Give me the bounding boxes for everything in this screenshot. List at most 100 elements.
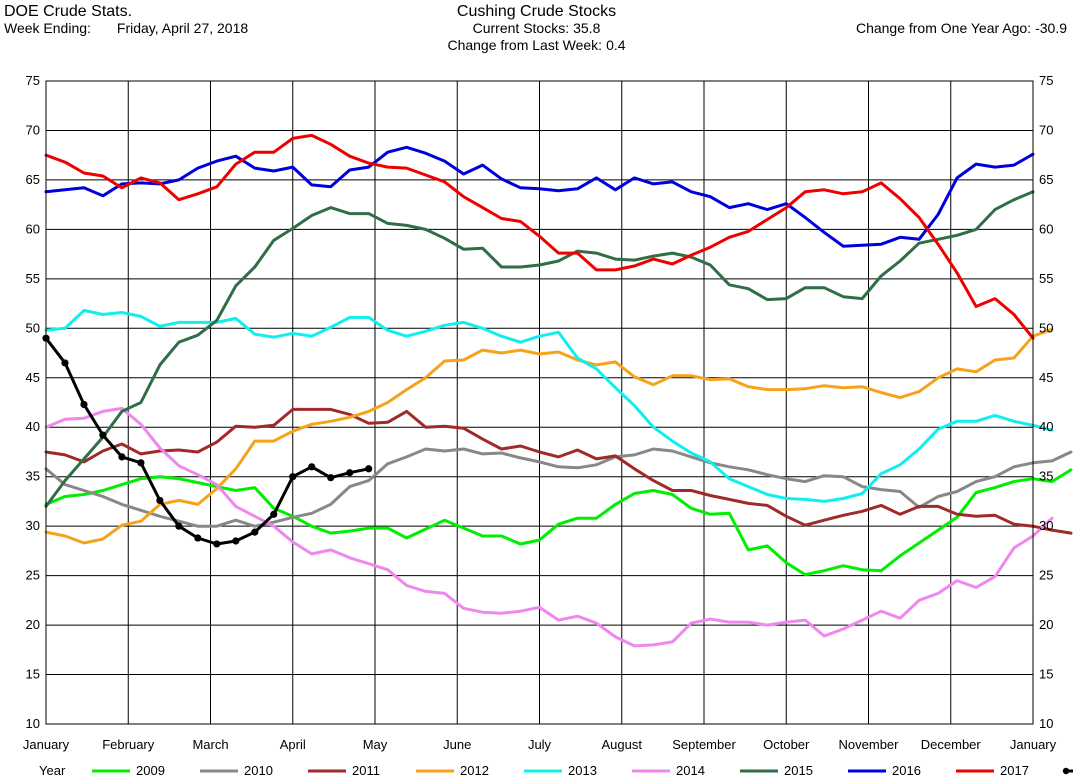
series-lines	[42, 133, 1073, 648]
legend-label-2012: 2012	[460, 763, 489, 778]
x-tick-label: April	[280, 737, 306, 752]
series-line-2010	[44, 447, 1073, 528]
series-point-2018	[251, 528, 259, 536]
series-line-2015	[44, 190, 1035, 508]
current-stocks-label: Current Stocks:	[472, 20, 570, 36]
week-ending-label: Week Ending:	[4, 20, 91, 36]
x-tick-label: February	[102, 737, 155, 752]
y-tick-label-left: 55	[26, 271, 40, 286]
series-point-2018	[99, 431, 107, 439]
x-tick-label: May	[363, 737, 388, 752]
y-tick-label-left: 70	[26, 122, 40, 137]
y-tick-label-left: 60	[26, 221, 40, 236]
y-tick-label-left: 40	[26, 419, 40, 434]
x-tick-label: July	[528, 737, 552, 752]
y-tick-label-right: 25	[1039, 568, 1053, 583]
x-tick-label: September	[672, 737, 736, 752]
series-line-2017	[44, 133, 1035, 340]
x-tick-label: October	[763, 737, 810, 752]
report-title: DOE Crude Stats.	[4, 3, 133, 20]
change-week-label: Change from Last Week:	[447, 37, 603, 53]
series-point-2018	[194, 534, 202, 542]
change-year-value: -30.9	[1035, 20, 1067, 36]
series-line-2018	[44, 336, 371, 546]
series-point-2018	[118, 453, 126, 461]
legend-label-2017: 2017	[1000, 763, 1029, 778]
y-tick-label-left: 10	[26, 716, 40, 731]
grid	[45, 80, 1034, 725]
axes: 10 10 15 15 20 20 25 25 30 30 35 35 40 40 45 45 50 50 55 55…	[23, 73, 1057, 752]
y-tick-label-right: 60	[1039, 221, 1053, 236]
change-week-value: 0.4	[606, 37, 626, 53]
series-point-2018	[80, 400, 88, 409]
series-point-2018	[289, 473, 297, 481]
series-point-2018	[308, 463, 316, 471]
legend-label-2013: 2013	[568, 763, 597, 778]
y-tick-label-right: 65	[1039, 172, 1053, 187]
x-tick-label: August	[602, 737, 643, 752]
series-line-2012	[44, 327, 1054, 545]
y-tick-label-right: 40	[1039, 419, 1053, 434]
series-point-2018	[175, 522, 183, 530]
legend-label-2015: 2015	[784, 763, 813, 778]
chart-title: Cushing Crude Stocks	[456, 3, 617, 20]
legend: Year 2009 2010 2011 2012 2013 2014 2015 2016 2017…	[39, 763, 1073, 778]
legend-label-2014: 2014	[676, 763, 705, 778]
x-tick-label: January	[23, 737, 70, 752]
y-tick-label-left: 25	[26, 568, 40, 583]
series-line-2009	[44, 468, 1073, 577]
current-stocks-row: Current Stocks: 35.8	[0, 20, 1073, 37]
plot-border	[45, 80, 1034, 725]
series-point-2018	[327, 474, 335, 482]
series-point-2018	[61, 359, 69, 367]
y-tick-label-right: 55	[1039, 271, 1053, 286]
series-line-2011	[44, 407, 1073, 535]
change-year-label: Change from One Year Ago:	[855, 20, 1032, 36]
change-week-row: Change from Last Week: 0.4	[0, 37, 1073, 54]
y-tick-label-right: 20	[1039, 617, 1053, 632]
x-tick-label: March	[192, 737, 228, 752]
series-point-2018	[270, 510, 278, 518]
legend-label-2009: 2009	[136, 763, 165, 778]
y-tick-label-left: 50	[26, 320, 40, 335]
series-point-2018	[346, 469, 354, 477]
x-tick-label: November	[839, 737, 900, 752]
y-tick-label-right: 50	[1039, 320, 1053, 335]
y-tick-label-right: 10	[1039, 716, 1053, 731]
series-line-2014	[44, 406, 1054, 648]
y-tick-label-left: 35	[26, 469, 40, 484]
series-point-2018	[232, 537, 240, 545]
legend-label-2016: 2016	[892, 763, 921, 778]
series-point-2018	[156, 496, 164, 505]
y-tick-label-right: 35	[1039, 469, 1053, 484]
header-center: Cushing Crude Stocks Current Stocks: 35.8…	[0, 3, 1073, 54]
y-tick-label-right: 15	[1039, 667, 1053, 682]
legend-swatch-point	[1062, 767, 1070, 775]
y-tick-label-left: 30	[26, 518, 40, 533]
header-right: Change from One Year Ago: -30.9	[856, 20, 1067, 37]
series-point-2018	[137, 459, 145, 467]
series-point-2018	[213, 540, 221, 548]
legend-label-2011: 2011	[352, 763, 380, 778]
y-tick-label-left: 45	[26, 370, 40, 385]
x-tick-label: June	[443, 737, 471, 752]
y-tick-label-left: 65	[26, 172, 40, 187]
y-tick-label-right: 30	[1039, 518, 1053, 533]
y-tick-label-right: 45	[1039, 370, 1053, 385]
current-stocks-value: 35.8	[573, 20, 601, 36]
series-line-2016	[44, 145, 1035, 248]
series-point-2018	[365, 465, 373, 473]
header-left: DOE Crude Stats. Week Ending: Friday, Apr…	[4, 3, 248, 37]
y-tick-label-left: 20	[26, 617, 40, 632]
y-tick-label-left: 15	[26, 667, 40, 682]
legend-label-2010: 2010	[244, 763, 273, 778]
y-tick-label-right: 70	[1039, 122, 1053, 137]
x-tick-label: January	[1010, 737, 1057, 752]
y-tick-label-left: 75	[26, 73, 40, 88]
legend-title: Year	[39, 763, 66, 778]
week-ending-row: Week Ending: Friday, April 27, 2018	[4, 20, 248, 37]
y-tick-label-right: 75	[1039, 73, 1053, 88]
week-ending-value: Friday, April 27, 2018	[116, 20, 249, 36]
x-tick-label: December	[921, 737, 982, 752]
